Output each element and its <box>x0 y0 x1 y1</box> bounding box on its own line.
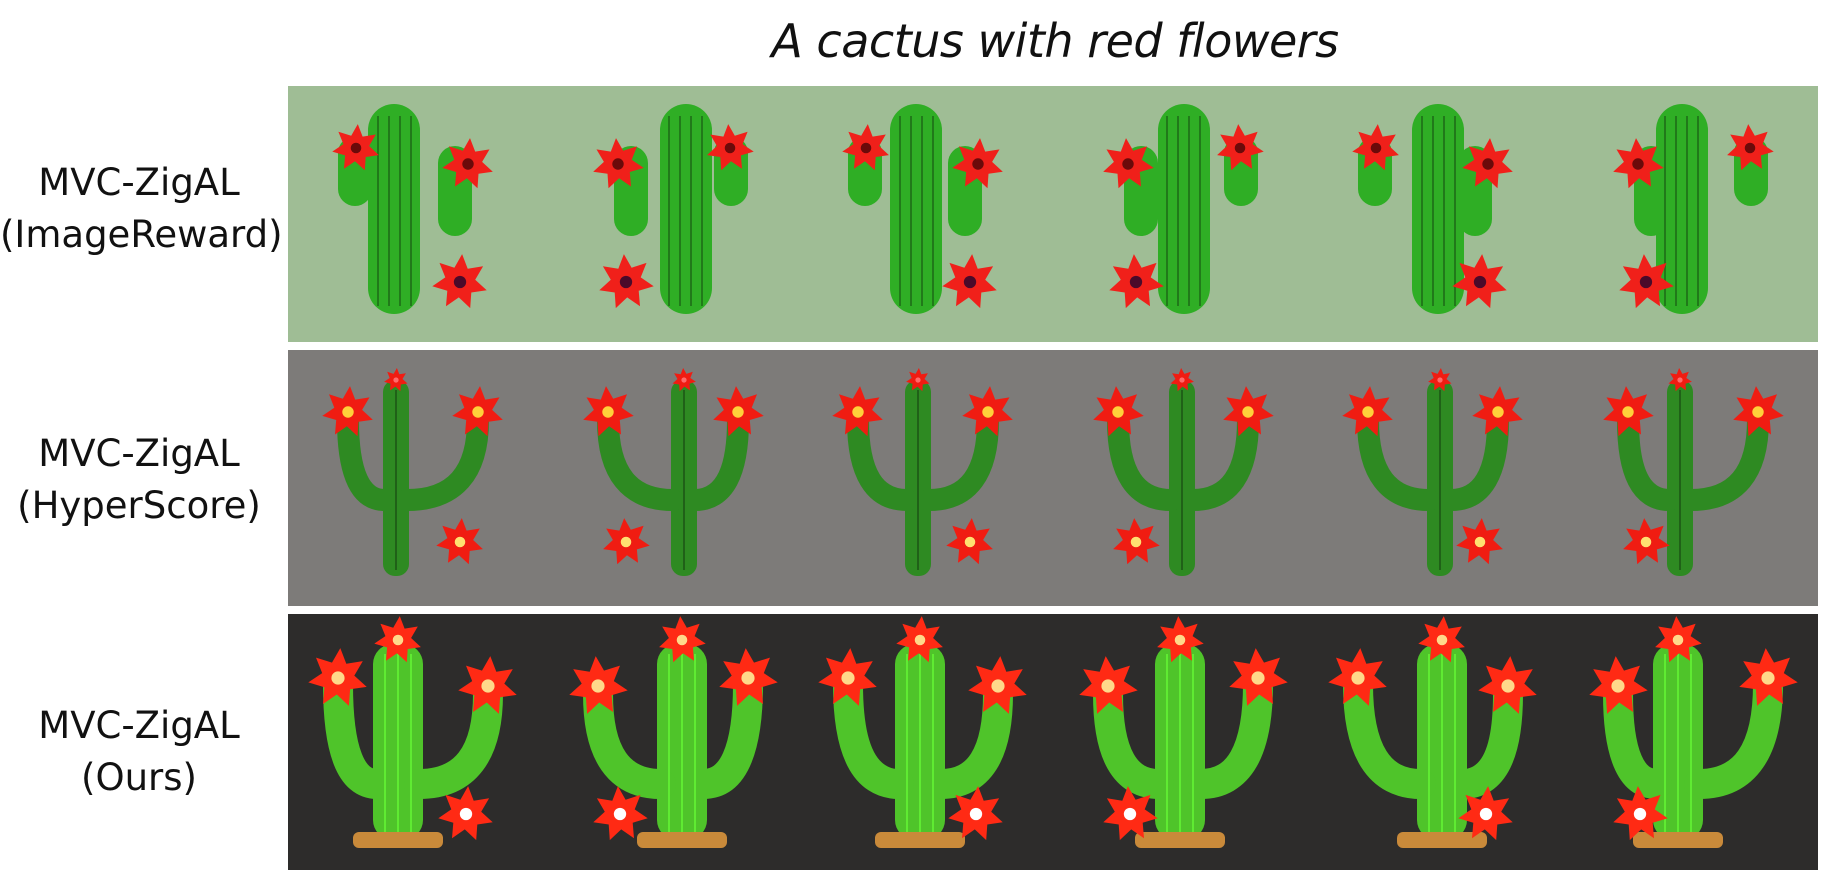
cactus-view-image <box>798 614 1053 870</box>
cactus-view-image <box>1053 614 1308 870</box>
cactus-view-image <box>798 86 1053 342</box>
cactus-view-image <box>1308 614 1563 870</box>
cactus-view-image <box>543 86 798 342</box>
cactus-view-image <box>1308 350 1563 606</box>
cactus-view-image <box>1563 86 1818 342</box>
cactus-view-image <box>288 86 543 342</box>
cactus-view-image <box>288 350 543 606</box>
cactus-view-image <box>543 350 798 606</box>
row-label-line1: MVC-ZigAL <box>38 432 240 475</box>
cactus-view-image <box>1563 614 1818 870</box>
row-label-line2: (HyperScore) <box>17 484 261 527</box>
cactus-view-image <box>798 350 1053 606</box>
image-strip-ours <box>288 614 1818 870</box>
cactus-view-image <box>1563 350 1818 606</box>
row-label-line2: (Ours) <box>81 756 197 799</box>
row-label-line1: MVC-ZigAL <box>38 704 240 747</box>
cactus-view-image <box>1053 86 1308 342</box>
row-label-line1: MVC-ZigAL <box>38 161 240 204</box>
cactus-view-image <box>288 614 543 870</box>
image-strip-hyperscore <box>288 350 1818 606</box>
row-label-ours: MVC-ZigAL (Ours) <box>0 700 278 804</box>
image-strip-imagereward <box>288 86 1818 342</box>
row-label-hyperscore: MVC-ZigAL (HyperScore) <box>0 428 278 532</box>
cactus-view-image <box>543 614 798 870</box>
figure-title: A cactus with red flowers <box>771 14 1339 68</box>
row-label-line2: (ImageReward) <box>0 213 283 256</box>
row-label-imagereward: MVC-ZigAL (ImageReward) <box>0 157 283 261</box>
cactus-view-image <box>1308 86 1563 342</box>
cactus-view-image <box>1053 350 1308 606</box>
